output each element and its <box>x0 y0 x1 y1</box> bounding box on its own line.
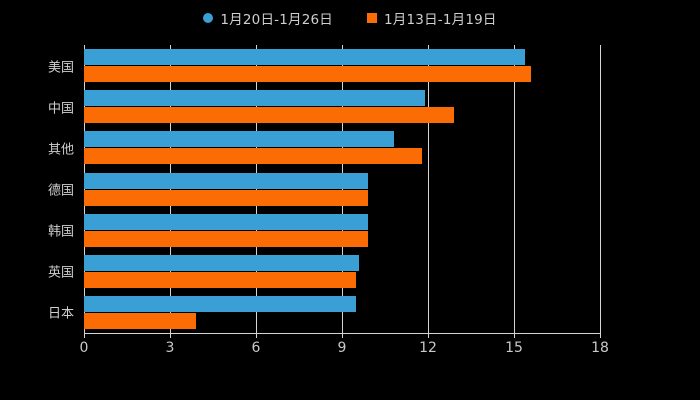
x-tick-mark-15 <box>514 333 515 338</box>
gridline-x-3 <box>170 45 171 333</box>
gridline-x-9 <box>342 45 343 333</box>
legend-label-series-1: 1月13日-1月19日 <box>384 12 497 28</box>
bar-德国-series-1[interactable] <box>84 189 368 206</box>
y-tick-label-中国: 中国 <box>47 101 74 117</box>
bar-德国-series-0[interactable] <box>84 172 368 189</box>
x-tick-label-12: 12 <box>419 340 437 356</box>
legend-label-series-0: 1月20日-1月26日 <box>220 12 333 28</box>
bar-英国-series-1[interactable] <box>84 271 357 288</box>
bar-韩国-series-1[interactable] <box>84 230 368 247</box>
legend-item-series-1[interactable]: 1月13日-1月19日 <box>367 8 497 28</box>
x-tick-mark-18 <box>600 333 601 338</box>
x-tick-label-0: 0 <box>79 340 89 356</box>
gridline-x-0 <box>84 45 85 333</box>
bar-中国-series-1[interactable] <box>84 107 454 124</box>
x-tick-label-3: 3 <box>165 340 175 356</box>
y-tick-label-英国: 英国 <box>47 265 74 281</box>
x-tick-label-15: 15 <box>505 340 523 356</box>
gridline-x-12 <box>428 45 429 333</box>
y-tick-label-韩国: 韩国 <box>47 224 74 240</box>
x-tick-mark-12 <box>428 333 429 338</box>
bar-英国-series-0[interactable] <box>84 254 360 271</box>
plot-area <box>84 45 601 333</box>
chart-legend: 1月20日-1月26日 1月13日-1月19日 <box>0 8 700 28</box>
x-tick-label-6: 6 <box>251 340 261 356</box>
x-tick-mark-0 <box>84 333 85 338</box>
bar-其他-series-0[interactable] <box>84 131 394 148</box>
bar-其他-series-1[interactable] <box>84 148 423 165</box>
x-tick-mark-6 <box>256 333 257 338</box>
y-tick-label-美国: 美国 <box>47 60 74 76</box>
x-tick-mark-3 <box>170 333 171 338</box>
gridline-x-6 <box>256 45 257 333</box>
gridline-x-15 <box>514 45 515 333</box>
bar-美国-series-0[interactable] <box>84 49 526 66</box>
bar-日本-series-0[interactable] <box>84 295 357 312</box>
y-tick-label-日本: 日本 <box>47 306 74 322</box>
x-tick-mark-9 <box>342 333 343 338</box>
x-tick-label-18: 18 <box>591 340 609 356</box>
legend-dot-icon <box>203 13 214 23</box>
y-tick-label-德国: 德国 <box>47 183 74 199</box>
legend-square-icon <box>367 13 377 23</box>
bar-中国-series-0[interactable] <box>84 90 426 107</box>
y-tick-label-其他: 其他 <box>47 142 74 158</box>
bar-日本-series-1[interactable] <box>84 312 196 329</box>
legend-item-series-0[interactable]: 1月20日-1月26日 <box>203 8 333 28</box>
bar-韩国-series-0[interactable] <box>84 213 368 230</box>
x-tick-label-9: 9 <box>337 340 347 356</box>
gridline-x-18 <box>600 45 601 333</box>
bar-美国-series-1[interactable] <box>84 66 532 83</box>
